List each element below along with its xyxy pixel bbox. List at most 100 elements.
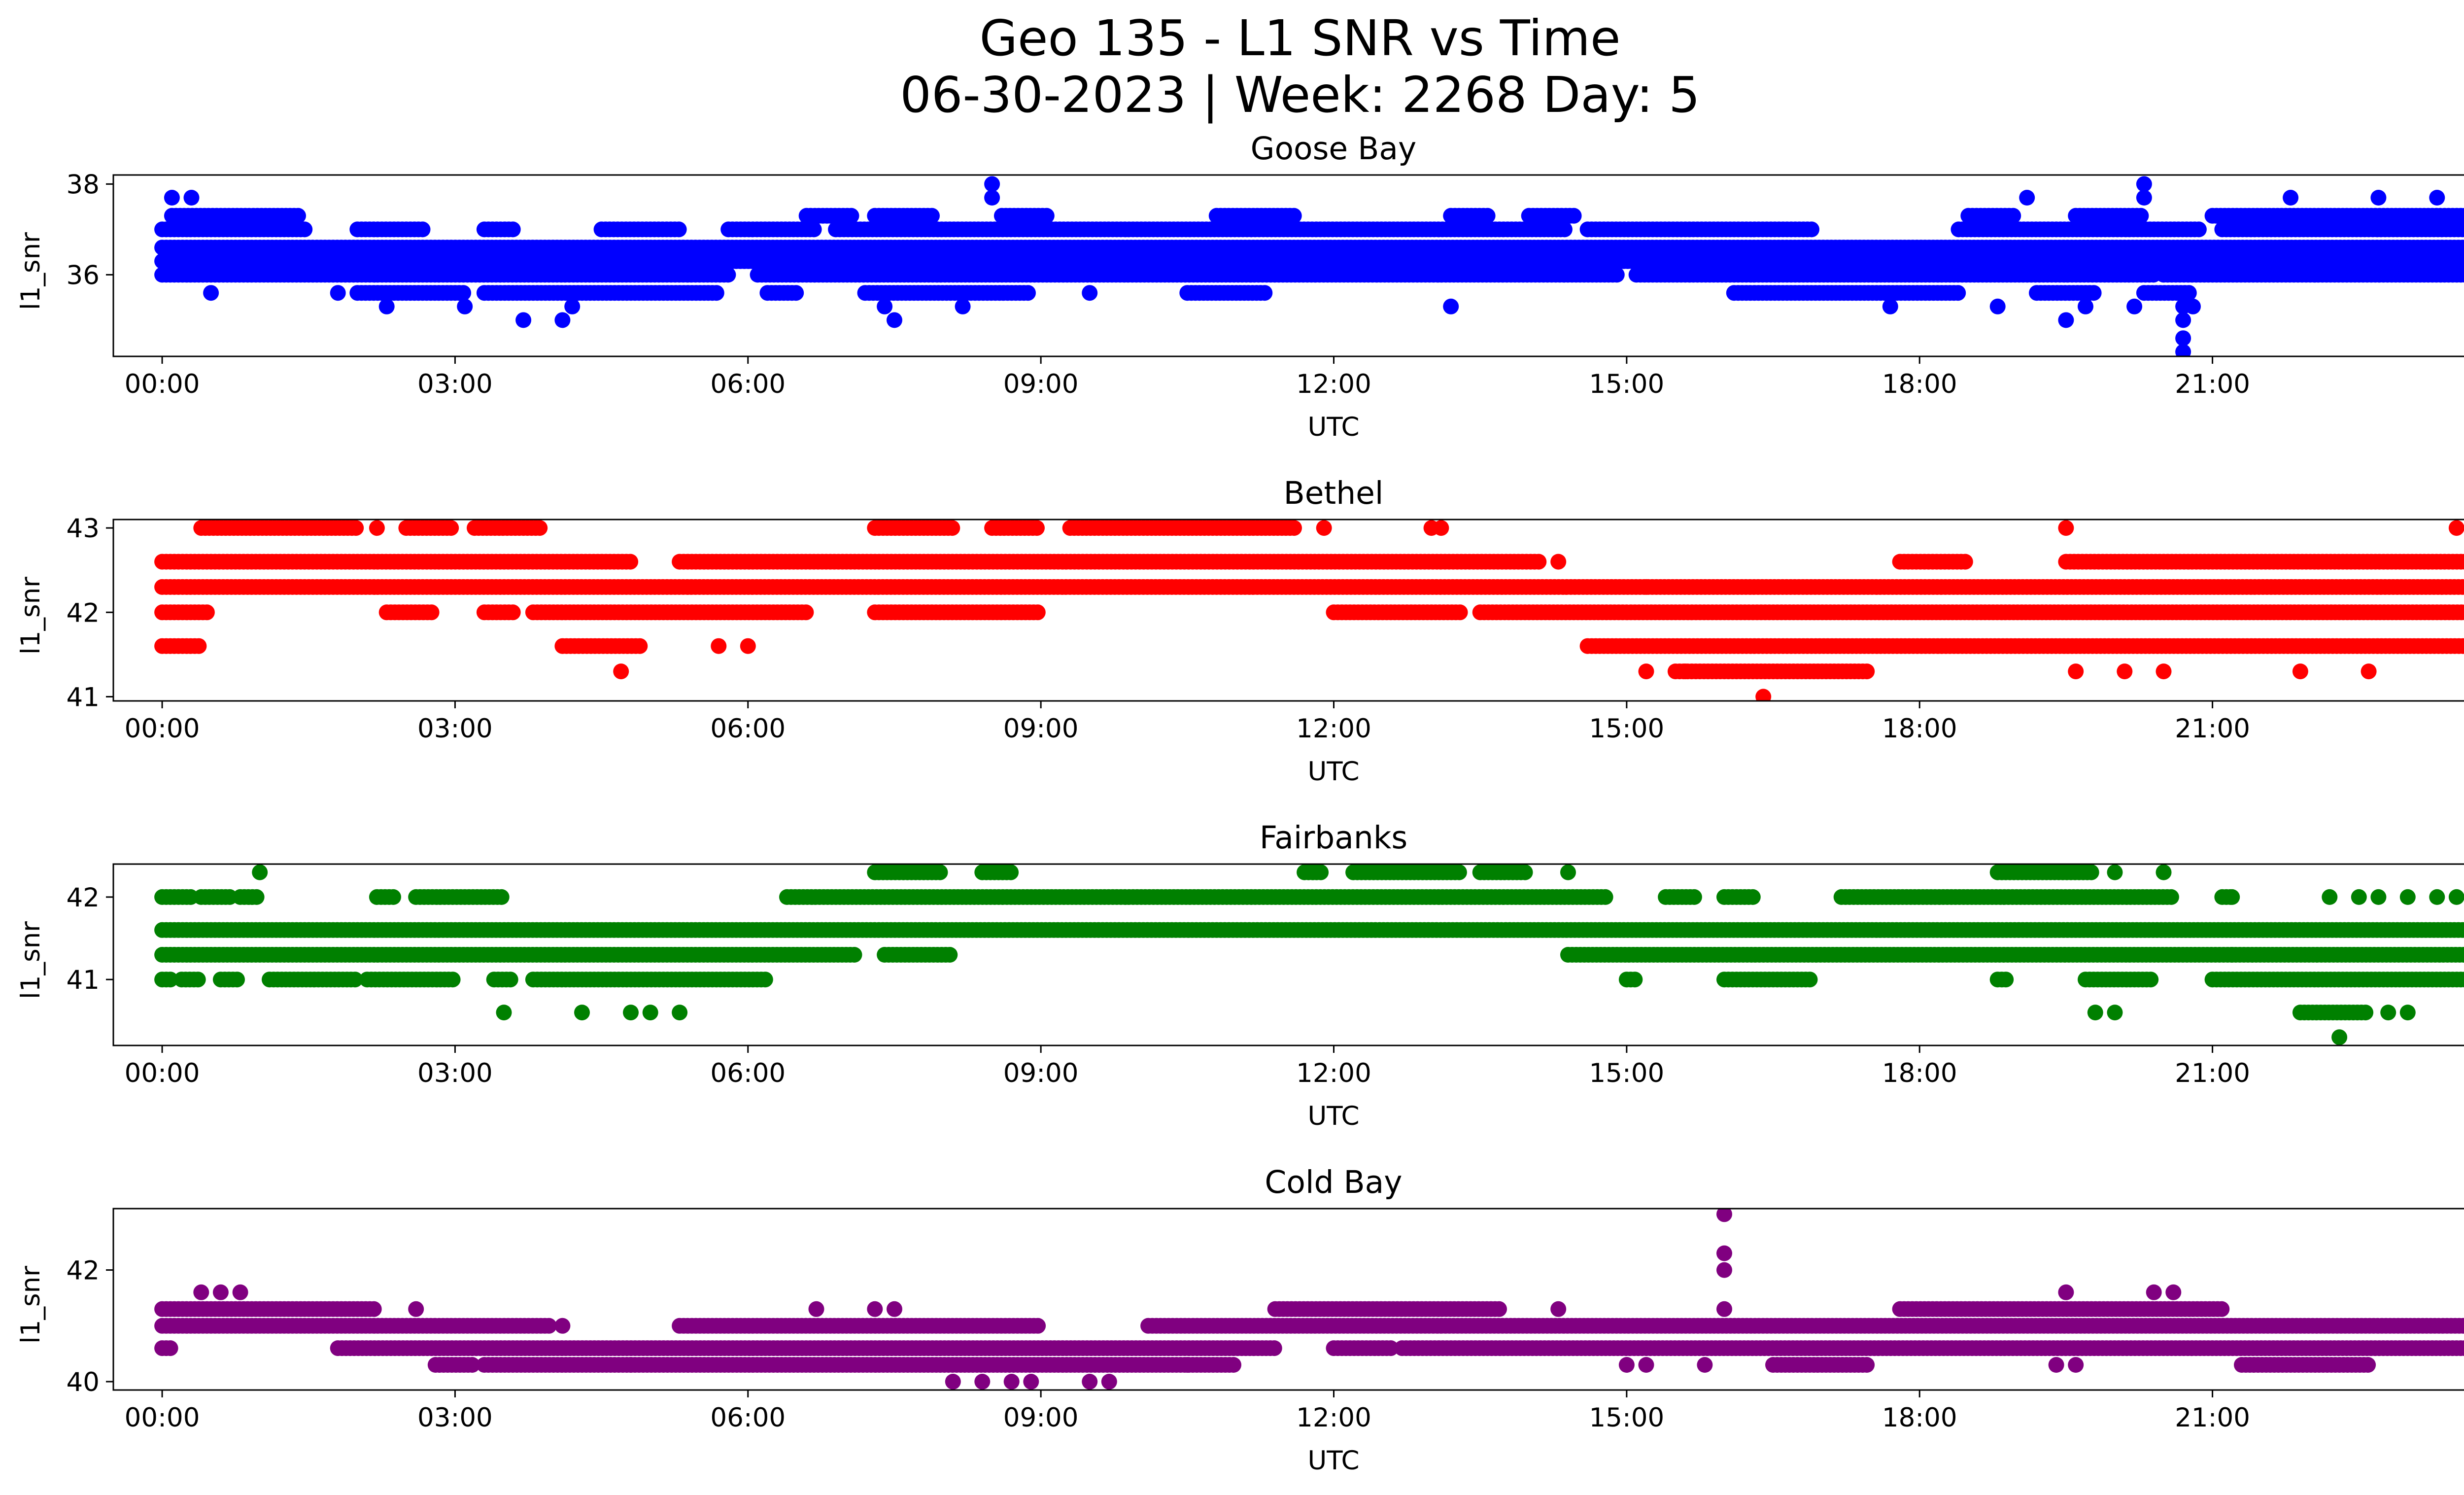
- fairbanks-panel: Fairbanks UTC l1_snr 00:00 03:00 06:00 09:0…: [16, 820, 2464, 1131]
- scatter-point: [2086, 285, 2102, 301]
- x-tick-label: 15:00: [1589, 369, 1664, 399]
- scatter-point: [740, 638, 756, 654]
- scatter-point: [297, 221, 313, 238]
- scatter-point: [798, 604, 814, 621]
- scatter-point: [2461, 209, 2464, 222]
- y-tick-label: 36: [67, 260, 100, 290]
- scatter-point: [348, 520, 364, 536]
- scatter-point: [708, 285, 724, 301]
- scatter-point: [1286, 520, 1302, 536]
- scatter-point: [378, 298, 395, 314]
- scatter-point: [199, 604, 215, 621]
- scatter-point: [2175, 312, 2191, 328]
- scatter-point: [2175, 330, 2191, 347]
- scatter-point: [1608, 267, 1625, 283]
- scatter-point: [203, 285, 219, 301]
- x-tick-label: 09:00: [1003, 714, 1079, 744]
- scatter-point: [1566, 208, 1582, 224]
- panel-title: Bethel: [1284, 475, 1384, 511]
- scatter-point: [984, 190, 1000, 206]
- y-tick-label: 38: [67, 170, 100, 200]
- scatter-point: [2156, 663, 2172, 680]
- scatter-point: [1638, 663, 1654, 680]
- scatter-point: [1556, 221, 1573, 238]
- scatter-point: [2459, 240, 2464, 255]
- scatter-point: [2458, 604, 2464, 621]
- scatter-point: [455, 285, 472, 301]
- scatter-point: [164, 190, 180, 206]
- x-tick-label: 12:00: [1296, 714, 1371, 744]
- scatter-point: [1859, 663, 1875, 680]
- scatter-point: [505, 221, 521, 238]
- scatter-point: [2136, 176, 2152, 192]
- scatter-point: [1550, 554, 1567, 570]
- scatter-points: [154, 520, 2464, 701]
- scatter-point: [1531, 554, 1547, 570]
- scatter-point: [554, 312, 571, 328]
- y-axis-label: l1_snr: [16, 921, 46, 999]
- scatter-point: [2429, 190, 2445, 206]
- figure-title-line-2: 06-30-2023 | Week: 2268 Day: 5: [900, 66, 1700, 124]
- x-tick-label: 15:00: [1589, 714, 1664, 744]
- scatter-point: [1957, 554, 1973, 570]
- x-tick-label: 09:00: [1003, 369, 1079, 399]
- x-axis-label: UTC: [1307, 1101, 1359, 1131]
- scatter-point: [564, 298, 581, 314]
- x-tick-label: 03:00: [417, 369, 493, 399]
- scatter-point: [369, 520, 385, 536]
- scatter-point: [2019, 190, 2035, 206]
- scatter-point: [2463, 243, 2464, 252]
- scatter-point: [457, 298, 473, 314]
- scatter-point: [1479, 208, 1496, 224]
- scatter-point: [414, 221, 431, 238]
- scatter-point: [1257, 285, 1273, 301]
- scatter-point: [515, 312, 532, 328]
- scatter-point: [2058, 312, 2074, 328]
- scatter-point: [1038, 208, 1055, 224]
- scatter-point: [2292, 663, 2308, 680]
- scatter-point: [711, 638, 727, 654]
- scatter-point: [1316, 520, 1332, 536]
- x-tick-label: 03:00: [417, 714, 493, 744]
- x-tick-label: 18:00: [1882, 369, 1957, 399]
- scatter-point: [423, 604, 440, 621]
- scatter-point: [613, 663, 629, 680]
- y-tick-label: 42: [67, 598, 100, 628]
- scatter-point: [788, 285, 804, 301]
- scatter-point: [887, 312, 902, 328]
- scatter-point: [1452, 604, 1468, 621]
- bethel-panel: Bethel UTC l1_snr 00:00 03:00 06:00 09:00 12…: [16, 475, 2464, 787]
- scatter-point: [1755, 689, 1772, 701]
- scatter-point: [1020, 285, 1036, 301]
- scatter-point: [944, 520, 960, 536]
- scatter-point: [191, 638, 207, 654]
- scatter-point: [622, 554, 639, 570]
- scatter-point: [1882, 298, 1898, 314]
- scatter-point: [2190, 221, 2207, 238]
- scatter-point: [330, 285, 346, 301]
- x-tick-label: 06:00: [710, 369, 786, 399]
- scatter-point: [1989, 298, 2006, 314]
- scatter-point: [2005, 208, 2021, 224]
- scatter-point: [443, 520, 459, 536]
- y-tick-label: 41: [67, 682, 100, 712]
- panel-title: Goose Bay: [1251, 131, 1417, 167]
- scatter-point: [1443, 298, 1459, 314]
- x-axis-label: UTC: [1307, 757, 1359, 787]
- y-axis-label: l1_snr: [16, 232, 46, 310]
- scatter-point: [2461, 268, 2464, 281]
- y-tick-label: 43: [67, 514, 100, 544]
- scatter-point: [2078, 298, 2093, 314]
- scatter-point: [2459, 253, 2464, 269]
- scatter-point: [984, 176, 1000, 192]
- scatter-point: [505, 604, 521, 621]
- scatter-points: [154, 176, 2464, 356]
- scatter-points: [154, 864, 2464, 1045]
- scatter-point: [2459, 638, 2464, 654]
- x-tick-label: 21:00: [2175, 714, 2250, 744]
- scatter-point: [877, 298, 893, 314]
- scatter-point: [2283, 190, 2299, 206]
- scatter-point: [1677, 663, 1693, 680]
- scatter-point: [720, 267, 736, 283]
